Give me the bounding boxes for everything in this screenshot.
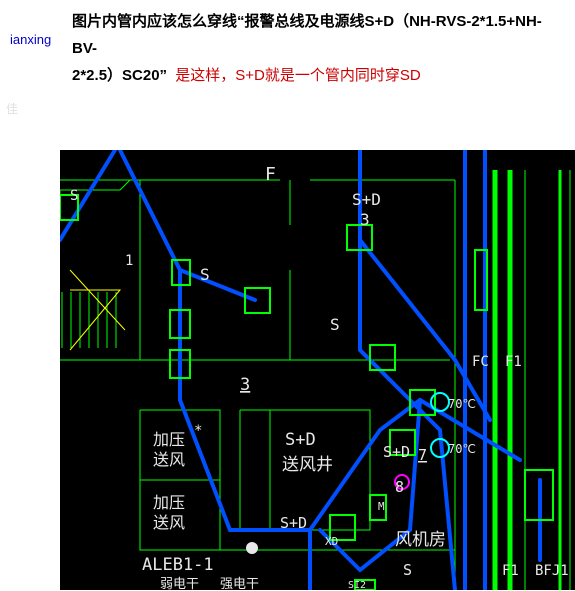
svg-text:弱电干: 弱电干 [160, 577, 199, 590]
svg-text:风机房: 风机房 [395, 530, 446, 550]
svg-text:M: M [378, 500, 385, 513]
faint-side-text: 佳 [6, 100, 18, 117]
svg-text:*: * [194, 423, 202, 439]
svg-text:S+D: S+D [285, 430, 316, 450]
question-text: 图片内管内应该怎么穿线“报警总线及电源线S+D（NH-RVS-2*1.5+NH-… [72, 8, 565, 89]
svg-text:8: 8 [395, 478, 404, 496]
svg-text:F1: F1 [502, 563, 519, 579]
cad-drawing: FS+D3S1SS3加压送风加压送风S+D送风井ALEB1-1S+DS+D78M… [60, 150, 575, 590]
svg-text:F: F [265, 164, 276, 185]
svg-text:送风: 送风 [153, 513, 185, 532]
svg-text:S: S [330, 315, 340, 334]
svg-text:S: S [403, 561, 412, 579]
header-block: ianxing 图片内管内应该怎么穿线“报警总线及电源线S+D（NH-RVS-2… [0, 0, 575, 93]
svg-text:送风: 送风 [153, 450, 185, 469]
svg-text:7: 7 [418, 446, 427, 464]
svg-text:1: 1 [125, 253, 133, 269]
svg-text:FC: FC [472, 354, 489, 370]
svg-text:70℃: 70℃ [448, 397, 476, 411]
svg-text:S+D: S+D [280, 514, 307, 532]
svg-text:XD: XD [325, 535, 338, 548]
svg-text:S+D: S+D [352, 190, 381, 209]
svg-text:3: 3 [240, 375, 250, 395]
svg-text:S: S [70, 188, 78, 204]
answer-text: 是这样，S+D就是一个管内同时穿SD [175, 67, 420, 84]
svg-text:F1: F1 [505, 354, 522, 370]
cad-viewport[interactable]: FS+D3S1SS3加压送风加压送风S+D送风井ALEB1-1S+DS+D78M… [60, 150, 575, 590]
svg-text:加压: 加压 [153, 493, 185, 512]
svg-text:S+D: S+D [383, 443, 410, 461]
svg-text:SI2: SI2 [348, 580, 366, 590]
svg-text:ALEB1-1: ALEB1-1 [142, 555, 214, 575]
svg-text:强电干: 强电干 [220, 577, 259, 590]
svg-text:送风井: 送风井 [282, 455, 333, 475]
svg-text:加压: 加压 [153, 430, 185, 449]
question-line-1: 图片内管内应该怎么穿线“报警总线及电源线S+D（NH-RVS-2*1.5+NH-… [72, 13, 542, 57]
svg-text:S: S [200, 265, 210, 284]
svg-text:BFJ1: BFJ1 [535, 563, 569, 579]
svg-text:3: 3 [360, 210, 370, 229]
question-line-2: 2*2.5）SC20” [72, 67, 167, 84]
svg-text:70℃: 70℃ [448, 442, 476, 456]
author-label: ianxing [10, 32, 60, 47]
